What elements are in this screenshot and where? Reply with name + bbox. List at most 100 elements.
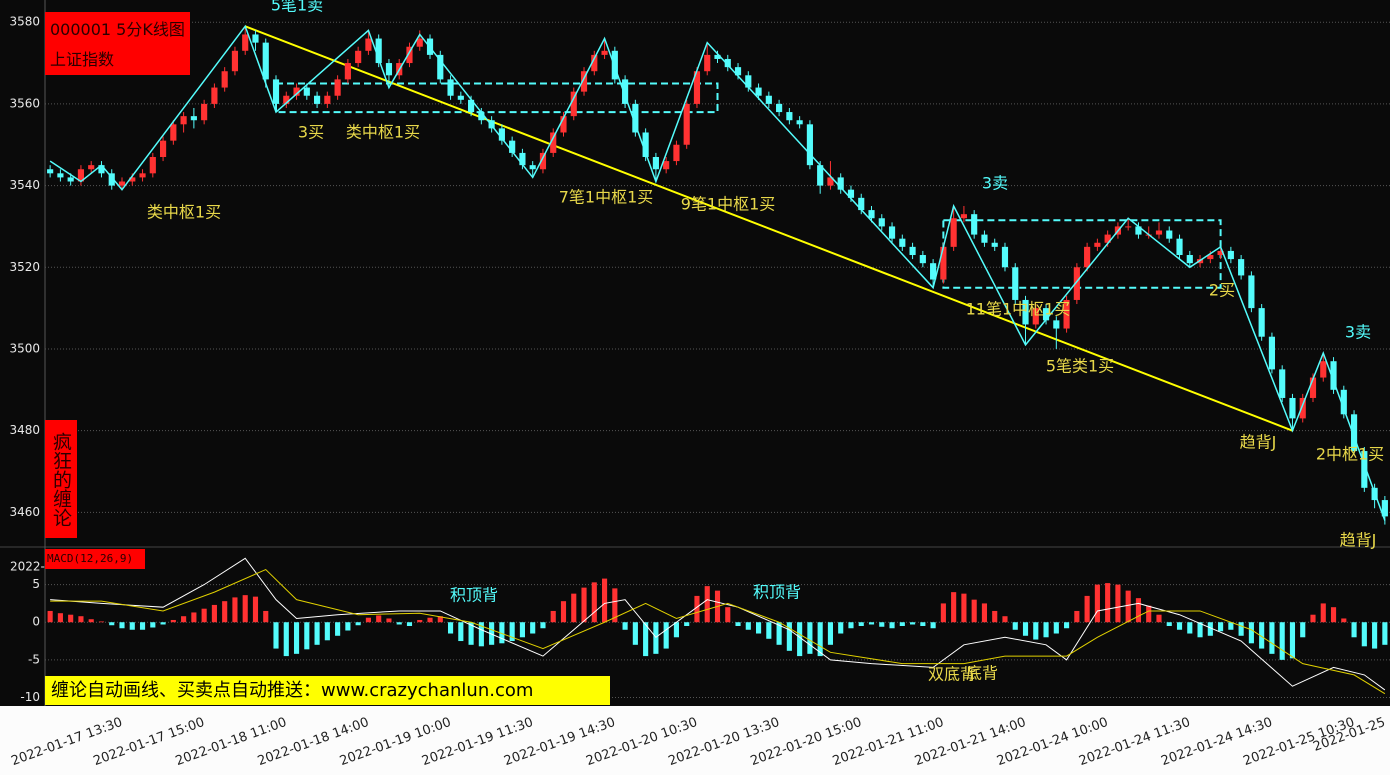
macd-bar [1207, 622, 1213, 636]
macd-bar [1351, 622, 1357, 638]
macd-bar [1372, 622, 1378, 649]
macd-bar [1382, 622, 1388, 645]
macd-bar [170, 619, 176, 623]
candle-body [1350, 414, 1358, 452]
macd-bar [489, 622, 495, 645]
candle-body [930, 263, 937, 280]
annotation: 5笔1卖 [271, 0, 323, 15]
candle-body [149, 156, 156, 174]
candle-body [344, 63, 351, 80]
annotation: 5笔类1买 [1046, 357, 1114, 376]
macd-bar [591, 582, 597, 623]
candle-body [632, 103, 639, 133]
macd-bar [776, 622, 782, 645]
candle-body [806, 124, 813, 166]
annotation: 7笔1中枢1买 [559, 188, 654, 207]
macd-bar [1310, 614, 1316, 623]
candle-body [796, 120, 803, 125]
price-tick-label: 3580 [9, 15, 40, 29]
macd-bar [324, 622, 330, 641]
macd-bar [1002, 616, 1008, 623]
macd-bar [612, 588, 618, 623]
macd-bar [273, 622, 279, 649]
macd-bar [807, 622, 813, 654]
macd-bar [560, 601, 567, 623]
annotation: 类中枢1买 [346, 123, 420, 142]
candle-body [560, 116, 567, 133]
candle-body [365, 38, 372, 51]
macd-bar [201, 608, 207, 623]
price-tick-label: 3540 [9, 178, 40, 192]
candle-body [324, 95, 331, 104]
macd-bar [971, 599, 977, 623]
annotation: 类中枢1买 [147, 203, 221, 222]
candle-body [1381, 500, 1388, 517]
candle-body [642, 132, 649, 157]
annotation: 趋背J [1340, 531, 1377, 550]
candle-body [663, 161, 670, 170]
annotation: 双底背 [928, 665, 976, 684]
chart-title: 000001 5分K线图 [50, 20, 185, 39]
macd-bar [889, 622, 895, 629]
candle-body [765, 95, 772, 104]
macd-bar [838, 622, 844, 634]
macd-bar [1300, 622, 1306, 638]
macd-bar [910, 622, 916, 625]
macd-bar [345, 622, 351, 631]
candle-body [1001, 246, 1009, 268]
candle-body [478, 112, 485, 121]
macd-bar [222, 601, 228, 623]
macd-bar [756, 622, 762, 634]
candle-body [509, 140, 516, 153]
macd-bar [930, 622, 936, 629]
macd-bar [653, 622, 659, 654]
candle-body [858, 197, 865, 211]
candle-body [180, 116, 187, 125]
candle-body [899, 238, 906, 247]
macd-bar [1197, 622, 1203, 638]
macd-bar [1320, 603, 1326, 623]
macd-bar [98, 621, 105, 623]
macd-bar [581, 587, 587, 623]
candle-body [734, 67, 742, 76]
candle-body [1176, 238, 1183, 256]
macd-bar [1279, 622, 1285, 660]
candle-body [406, 46, 413, 64]
annotation: 3卖 [1345, 323, 1371, 342]
annotation: 9笔1中枢1买 [681, 195, 776, 214]
macd-line [50, 568, 1386, 695]
candle-body [550, 132, 557, 153]
annotation: 积顶背 [753, 583, 801, 602]
macd-bar [1012, 622, 1018, 630]
candle-body [1279, 369, 1286, 398]
candle-body [1063, 299, 1070, 329]
candle-body [776, 103, 783, 113]
macd-bar [119, 622, 125, 629]
macd-bar [252, 596, 259, 623]
macd-bar [458, 622, 464, 642]
macd-bar [468, 622, 474, 645]
candle-body [57, 173, 64, 178]
candle-body [201, 103, 208, 121]
candle-body [1073, 267, 1080, 300]
macd-bar [1176, 622, 1183, 630]
macd-bar [961, 593, 967, 623]
annotation: 11笔1中枢1买 [966, 300, 1071, 319]
candle-body [519, 152, 526, 166]
candle-body [539, 152, 547, 170]
chart-subtitle: 上证指数 [50, 50, 115, 69]
annotation: 积顶背 [450, 586, 498, 605]
candle-body [447, 79, 454, 96]
candle-body [272, 79, 280, 104]
header-box: 000001 5分K线图 上证指数 [45, 12, 190, 75]
macd-bar [1115, 584, 1121, 623]
macd-bar [848, 622, 854, 629]
macd-bar [735, 622, 741, 626]
candle-body [1289, 397, 1296, 419]
price-tick-label: 3460 [9, 505, 40, 519]
annotation: 2中枢1买 [1316, 445, 1384, 464]
macd-bar [47, 610, 53, 623]
macd-bar [1238, 622, 1244, 636]
macd-bar [704, 586, 710, 623]
